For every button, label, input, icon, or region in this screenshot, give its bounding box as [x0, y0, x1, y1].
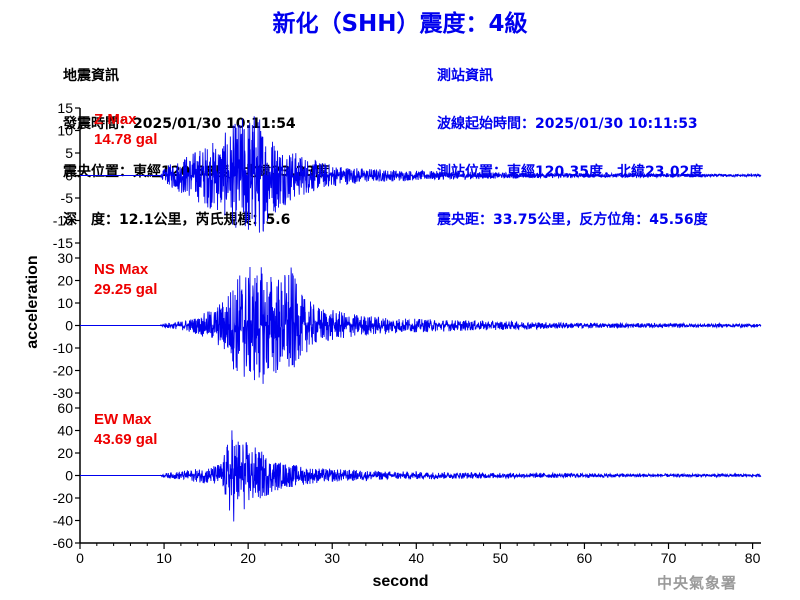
y-tick-label: -15 [53, 235, 73, 251]
x-tick-label: 50 [493, 550, 509, 566]
y-tick-label: 20 [57, 445, 73, 461]
y-tick-label: -10 [53, 213, 73, 229]
y-tick-label: 10 [57, 295, 73, 311]
y-tick-label: 30 [57, 250, 73, 266]
x-tick-label: 0 [76, 550, 84, 566]
y-tick-label: 0 [65, 318, 73, 334]
y-tick-label: 40 [57, 423, 73, 439]
waveform-ew [80, 430, 762, 522]
station-onset-time: 波線起始時間：2025/01/30 10:11:53 [437, 116, 698, 132]
x-tick-label: 30 [324, 550, 340, 566]
agency-watermark: 中央氣象署 [657, 574, 738, 592]
y-tick-label: -10 [53, 340, 73, 356]
x-axis-title: second [372, 573, 428, 590]
y-tick-label: -30 [53, 385, 73, 401]
y-tick-label: 15 [57, 100, 73, 116]
max-value-ns: 29.25 gal [94, 281, 157, 298]
x-tick-label: 10 [156, 550, 172, 566]
station-info-block: 測站資訊 波線起始時間：2025/01/30 10:11:53 測站位置：東經1… [437, 36, 708, 244]
quake-origin-time: 發震時間：2025/01/30 10:11:54 [63, 116, 296, 132]
y-tick-label: 0 [65, 168, 73, 184]
max-value-z: 14.78 gal [94, 131, 157, 148]
waveform-z [80, 116, 762, 233]
quake-info-heading: 地震資訊 [63, 68, 119, 84]
station-info-heading: 測站資訊 [437, 68, 493, 84]
y-tick-label: -20 [53, 490, 73, 506]
waveform-ns [80, 267, 762, 384]
station-distance: 震央距：33.75公里，反方位角：45.56度 [437, 212, 708, 228]
y-tick-label: -60 [53, 535, 73, 551]
y-tick-label: -5 [61, 190, 74, 206]
max-label-z: Z Max [94, 111, 137, 128]
y-tick-label: 60 [57, 400, 73, 416]
y-tick-label: 5 [65, 145, 73, 161]
y-tick-label: -40 [53, 513, 73, 529]
x-tick-label: 40 [409, 550, 425, 566]
y-tick-label: 20 [57, 273, 73, 289]
x-tick-label: 60 [577, 550, 593, 566]
y-tick-label: -20 [53, 363, 73, 379]
chart-title: 新化（SHH）震度：4級 [272, 11, 528, 37]
x-tick-label: 80 [745, 550, 761, 566]
x-tick-label: 20 [240, 550, 256, 566]
y-tick-label: 10 [57, 123, 73, 139]
y-tick-label: 0 [65, 468, 73, 484]
max-label-ns: NS Max [94, 261, 149, 278]
max-value-ew: 43.69 gal [94, 431, 157, 448]
quake-depth-magnitude: 深 度：12.1公里，芮氏規模：5.6 [63, 212, 291, 228]
max-label-ew: EW Max [94, 411, 152, 428]
y-axis-title: acceleration [24, 255, 41, 348]
x-tick-label: 70 [661, 550, 677, 566]
